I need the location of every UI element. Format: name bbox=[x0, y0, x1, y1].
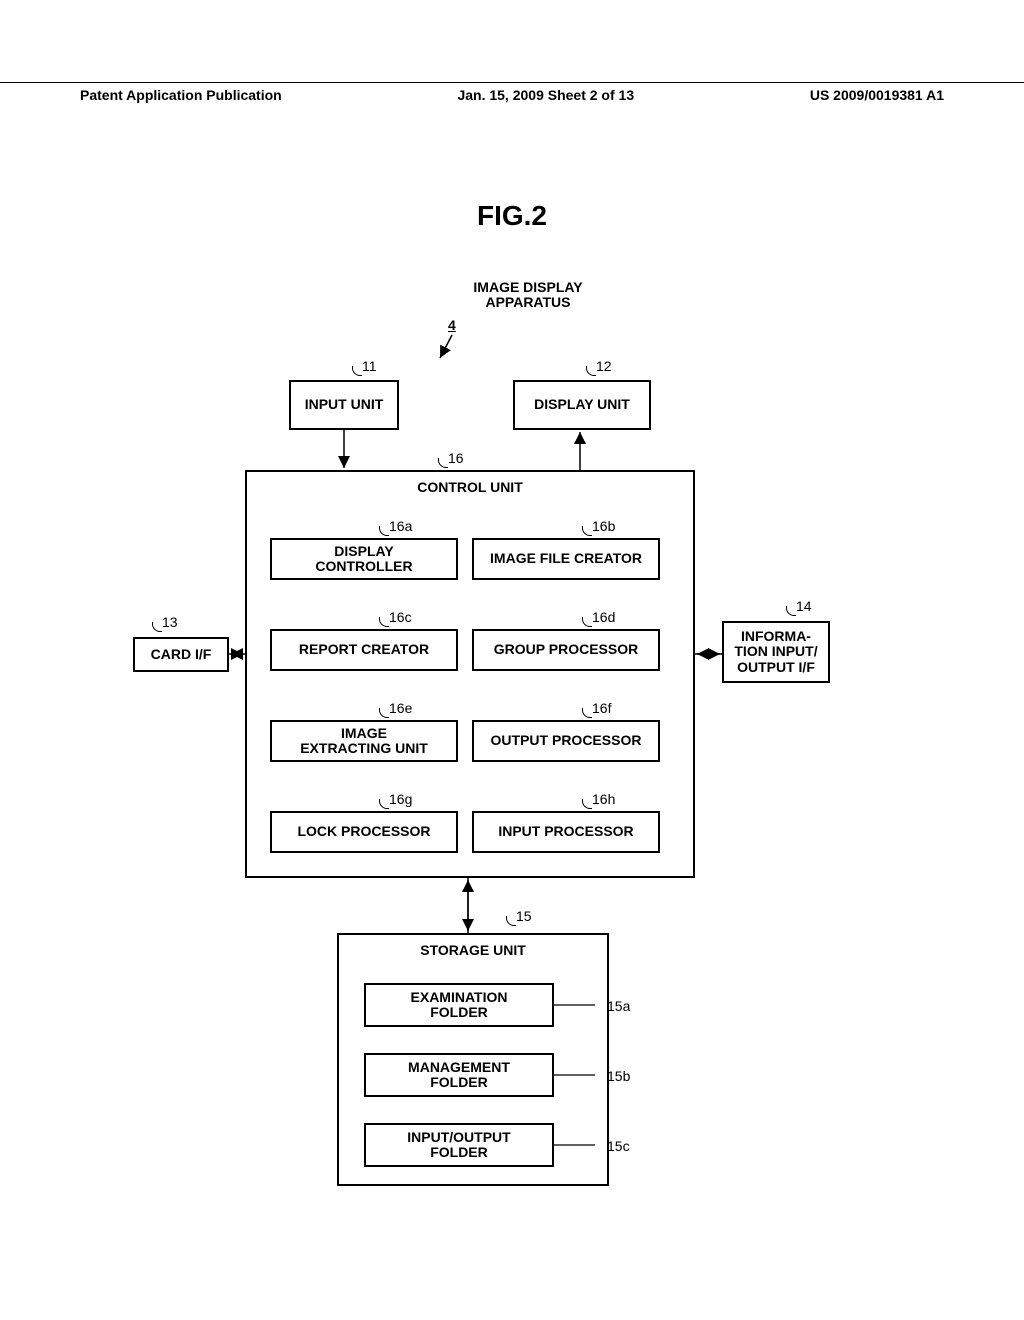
card-if-ref: 13 bbox=[162, 614, 178, 630]
input-unit-box: INPUT UNIT bbox=[289, 380, 399, 430]
lock-processor-label: LOCK PROCESSOR bbox=[297, 824, 430, 839]
image-file-creator-ref: 16b bbox=[592, 518, 615, 534]
display-controller-box: DISPLAY CONTROLLER bbox=[270, 538, 458, 580]
exam-folder-box: EXAMINATION FOLDER bbox=[364, 983, 554, 1027]
input-processor-ref: 16h bbox=[592, 791, 615, 807]
ref-hook-icon bbox=[352, 366, 362, 376]
image-file-creator-label: IMAGE FILE CREATOR bbox=[490, 551, 642, 566]
ref-hook-icon bbox=[786, 606, 796, 616]
card-if-box: CARD I/F bbox=[133, 637, 229, 672]
mgmt-folder-box: MANAGEMENT FOLDER bbox=[364, 1053, 554, 1097]
info-io-if-box: INFORMA- TION INPUT/ OUTPUT I/F bbox=[722, 621, 830, 683]
exam-folder-label: EXAMINATION FOLDER bbox=[411, 990, 508, 1021]
display-unit-box: DISPLAY UNIT bbox=[513, 380, 651, 430]
group-processor-box: GROUP PROCESSOR bbox=[472, 629, 660, 671]
group-processor-ref: 16d bbox=[592, 609, 615, 625]
mgmt-folder-label: MANAGEMENT FOLDER bbox=[408, 1060, 510, 1091]
input-unit-label: INPUT UNIT bbox=[305, 397, 384, 412]
display-controller-ref: 16a bbox=[389, 518, 412, 534]
report-creator-ref: 16c bbox=[389, 609, 412, 625]
control-unit-label: CONTROL UNIT bbox=[417, 480, 523, 495]
display-unit-label: DISPLAY UNIT bbox=[534, 397, 630, 412]
ref-hook-icon bbox=[506, 916, 516, 926]
exam-folder-ref: 15a bbox=[607, 998, 630, 1014]
display-controller-label: DISPLAY CONTROLLER bbox=[315, 544, 412, 575]
image-extracting-ref: 16e bbox=[389, 700, 412, 716]
ref-hook-icon bbox=[438, 458, 448, 468]
storage-unit-label: STORAGE UNIT bbox=[420, 943, 526, 958]
header-left: Patent Application Publication bbox=[0, 87, 362, 103]
io-folder-label: INPUT/OUTPUT FOLDER bbox=[407, 1130, 510, 1161]
lock-processor-ref: 16g bbox=[389, 791, 412, 807]
control-unit-ref: 16 bbox=[448, 450, 464, 466]
header-right: US 2009/0019381 A1 bbox=[730, 87, 1024, 103]
report-creator-label: REPORT CREATOR bbox=[299, 642, 429, 657]
image-extracting-label: IMAGE EXTRACTING UNIT bbox=[300, 726, 428, 757]
figure-title: FIG.2 bbox=[477, 200, 547, 232]
apparatus-ref: 4 bbox=[448, 318, 456, 333]
card-if-label: CARD I/F bbox=[151, 647, 212, 662]
output-processor-ref: 16f bbox=[592, 700, 611, 716]
io-folder-ref: 15c bbox=[607, 1138, 630, 1154]
lock-processor-box: LOCK PROCESSOR bbox=[270, 811, 458, 853]
input-processor-box: INPUT PROCESSOR bbox=[472, 811, 660, 853]
display-unit-ref: 12 bbox=[596, 358, 612, 374]
apparatus-label: IMAGE DISPLAY APPARATUS bbox=[448, 280, 608, 311]
io-folder-box: INPUT/OUTPUT FOLDER bbox=[364, 1123, 554, 1167]
ref-hook-icon bbox=[152, 622, 162, 632]
group-processor-label: GROUP PROCESSOR bbox=[494, 642, 638, 657]
output-processor-label: OUTPUT PROCESSOR bbox=[491, 733, 642, 748]
image-extracting-box: IMAGE EXTRACTING UNIT bbox=[270, 720, 458, 762]
output-processor-box: OUTPUT PROCESSOR bbox=[472, 720, 660, 762]
info-io-if-ref: 14 bbox=[796, 598, 812, 614]
input-processor-label: INPUT PROCESSOR bbox=[498, 824, 633, 839]
input-unit-ref: 11 bbox=[362, 358, 377, 374]
mgmt-folder-ref: 15b bbox=[607, 1068, 630, 1084]
header-middle: Jan. 15, 2009 Sheet 2 of 13 bbox=[377, 87, 714, 103]
report-creator-box: REPORT CREATOR bbox=[270, 629, 458, 671]
storage-unit-ref: 15 bbox=[516, 908, 532, 924]
page-header: Patent Application Publication Jan. 15, … bbox=[0, 82, 1024, 103]
info-io-if-label: INFORMA- TION INPUT/ OUTPUT I/F bbox=[734, 629, 817, 675]
ref-hook-icon bbox=[586, 366, 596, 376]
image-file-creator-box: IMAGE FILE CREATOR bbox=[472, 538, 660, 580]
